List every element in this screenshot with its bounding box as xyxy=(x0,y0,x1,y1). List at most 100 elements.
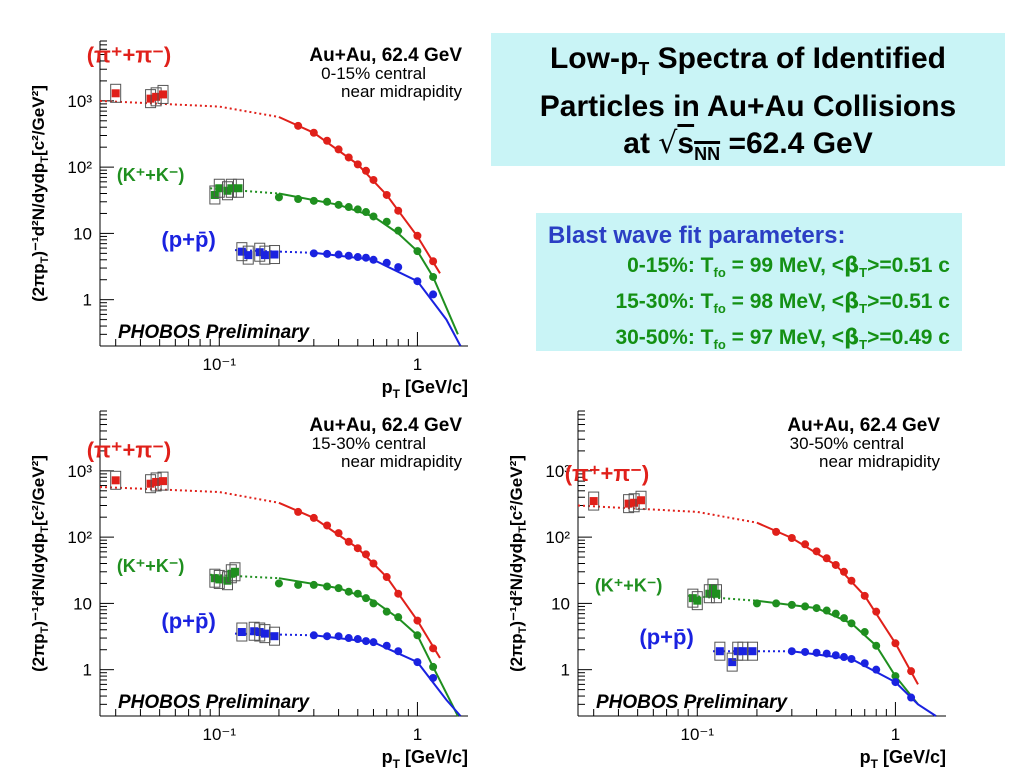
fit-curve-extrapolated xyxy=(234,249,314,254)
system-label: Au+Au, 62.4 GeV xyxy=(309,415,462,436)
low-pt-point xyxy=(215,575,224,584)
data-point xyxy=(294,580,303,589)
system-label: Au+Au, 62.4 GeV xyxy=(309,45,462,66)
centrality-label: 0-15% central xyxy=(321,64,426,83)
x-tick-label: 1 xyxy=(413,355,422,374)
data-point xyxy=(369,255,378,264)
data-point xyxy=(344,587,353,596)
data-point xyxy=(907,667,916,676)
data-point xyxy=(787,600,796,609)
fit-parameters-box: Blast wave fit parameters: 0-15%: Tfo = … xyxy=(536,213,962,353)
chart-svg: 1 10 10² 10³ 10⁻¹ 1 pT [GeV/c] (2πpT)⁻¹d²N/dydp… xyxy=(507,410,946,771)
data-point xyxy=(369,599,378,608)
data-point xyxy=(394,263,403,272)
data-point xyxy=(812,604,821,613)
species-label-pion: (π⁺+π⁻) xyxy=(87,42,171,67)
data-point xyxy=(323,582,332,591)
low-pt-point xyxy=(712,589,721,598)
systematic-error-box xyxy=(747,641,759,661)
system-label: Au+Au, 62.4 GeV xyxy=(787,415,940,436)
data-point xyxy=(274,579,283,588)
data-point xyxy=(361,637,370,646)
low-pt-point xyxy=(728,658,737,667)
fit-row-0-15: 0-15%: Tfo = 99 MeV, <βT>=0.51 c xyxy=(548,251,950,287)
data-point xyxy=(847,654,856,663)
data-point xyxy=(860,591,869,600)
data-point xyxy=(772,599,781,608)
species-label-proton: (p+p̄) xyxy=(161,608,215,633)
low-pt-point xyxy=(270,250,279,259)
data-point xyxy=(429,644,438,653)
data-point xyxy=(752,599,761,608)
low-pt-point xyxy=(146,479,155,488)
data-point xyxy=(361,166,370,175)
low-pt-point xyxy=(688,594,697,603)
data-point xyxy=(353,205,362,214)
data-point xyxy=(309,128,318,137)
fit-row-tsub: T xyxy=(859,337,868,353)
low-pt-point xyxy=(708,584,717,593)
fit-row-range: 30-50%: T xyxy=(615,326,714,350)
fit-row-temp: = 98 MeV, < xyxy=(725,290,845,314)
fit-row-temp: = 97 MeV, < xyxy=(725,326,845,350)
data-point xyxy=(394,647,403,656)
low-pt-point xyxy=(159,477,168,486)
data-point xyxy=(334,584,343,593)
low-pt-point xyxy=(715,647,724,656)
systematic-error-box xyxy=(269,626,281,646)
data-point xyxy=(344,634,353,643)
data-point xyxy=(787,534,796,543)
data-point xyxy=(294,195,303,204)
fit-row-range: 0-15%: T xyxy=(627,254,714,277)
data-point xyxy=(323,521,332,530)
fit-row-beta: β xyxy=(844,253,860,277)
fit-row-temp: = 99 MeV, < xyxy=(725,254,845,277)
systematic-error-box xyxy=(232,178,244,198)
data-point xyxy=(413,277,422,286)
systematic-error-box xyxy=(229,562,241,582)
fit-row-val: >=0.49 c xyxy=(867,326,950,350)
data-point xyxy=(334,250,343,259)
y-tick-label: 1 xyxy=(561,661,570,680)
x-tick-label: 10⁻¹ xyxy=(203,725,237,744)
y-axis-label: (2πpT)⁻¹d²N/dydpT[c²/GeV²] xyxy=(507,455,529,672)
systematic-error-box xyxy=(242,245,254,265)
sqrt-symbol: √ xyxy=(658,126,678,161)
data-point xyxy=(429,673,438,682)
low-pt-point xyxy=(705,589,714,598)
low-pt-point xyxy=(227,184,236,193)
x-label-main: p xyxy=(382,377,393,397)
data-point xyxy=(847,619,856,628)
systematic-error-box xyxy=(110,470,122,490)
data-point xyxy=(334,529,343,538)
y-tick-label: 1 xyxy=(83,291,92,310)
fit-curve-extrapolated xyxy=(99,99,280,118)
series-pion xyxy=(99,470,441,659)
centrality-label: 30-50% central xyxy=(790,434,904,453)
x-label-sub: T xyxy=(393,757,401,768)
data-point xyxy=(839,614,848,623)
y-tick-label: 10² xyxy=(67,158,92,177)
y-tick-label: 10² xyxy=(545,528,570,547)
data-point xyxy=(429,257,438,266)
slide-title: Low-pT Spectra of Identified Particles i… xyxy=(491,33,1005,166)
species-label-kaon: (K⁺+K⁻) xyxy=(117,165,185,185)
low-pt-point xyxy=(237,628,246,637)
data-point xyxy=(369,559,378,568)
x-tick-label: 10⁻¹ xyxy=(681,725,715,744)
data-point xyxy=(344,251,353,260)
data-point xyxy=(429,272,438,281)
series-proton xyxy=(234,242,462,347)
data-point xyxy=(323,197,332,206)
low-pt-point xyxy=(210,190,219,199)
species-label-pion: (π⁺+π⁻) xyxy=(565,461,649,486)
systematic-error-box xyxy=(714,641,726,661)
chart-svg: 1 10 10² 10³ 10⁻¹ 1 pT [GeV/c] (2πpT)⁻¹d²N/dydp… xyxy=(29,410,468,771)
y-tick-label: 10² xyxy=(67,528,92,547)
low-pt-point xyxy=(152,92,161,101)
data-point xyxy=(361,594,370,603)
data-point xyxy=(382,573,391,582)
rapidity-label: near midrapidity xyxy=(341,82,462,101)
low-pt-point xyxy=(234,184,243,193)
x-axis-label: pT [GeV/c] xyxy=(382,747,468,768)
